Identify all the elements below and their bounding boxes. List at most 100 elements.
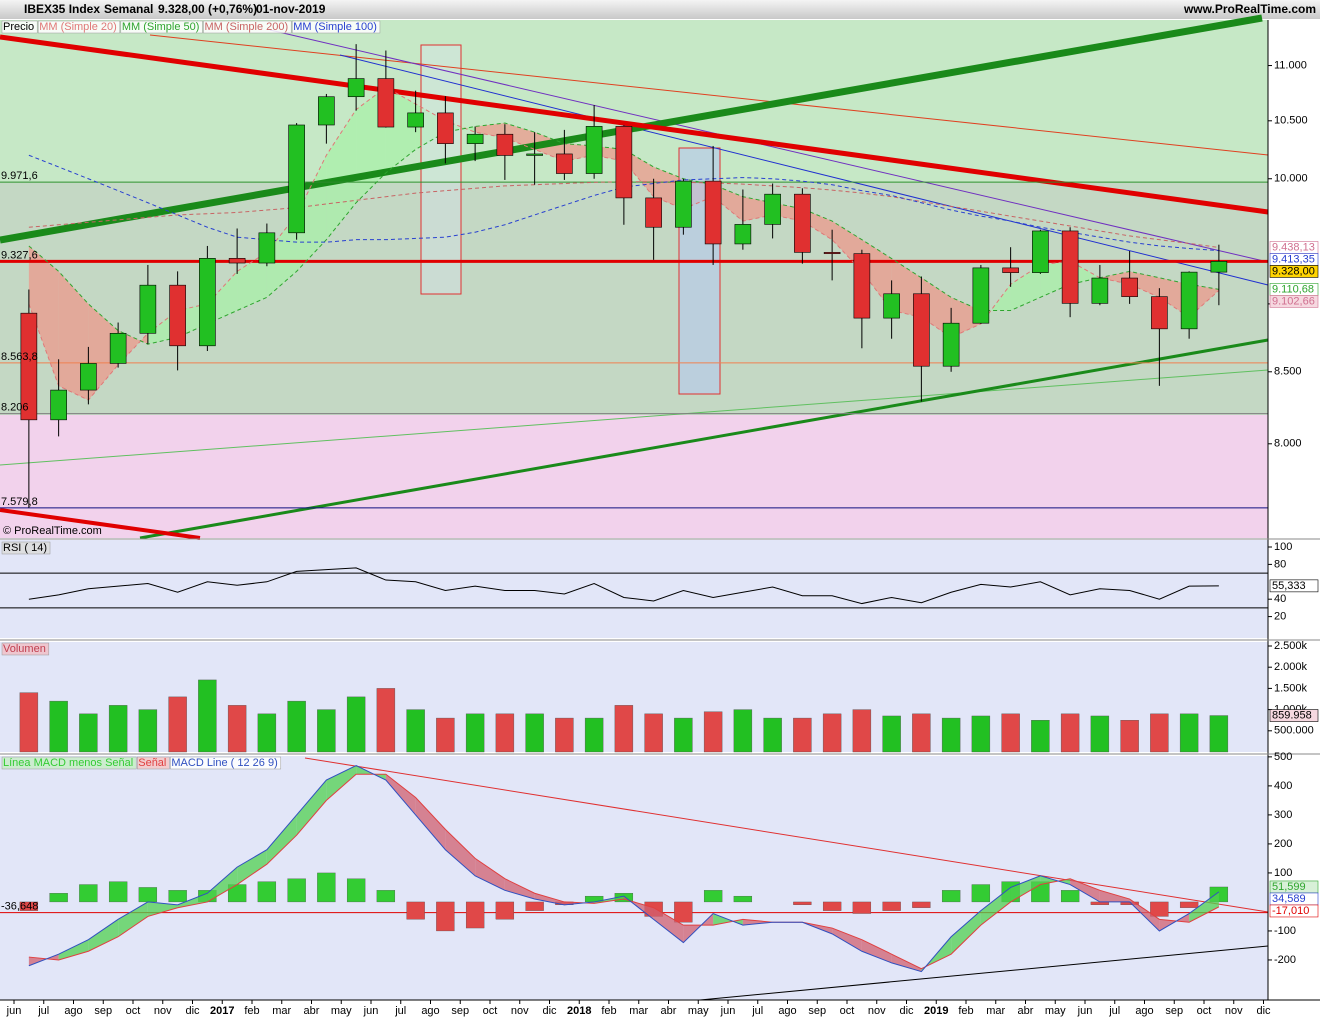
candle-body <box>1002 267 1019 273</box>
value-tag-label: 9.438,13 <box>1272 241 1315 253</box>
volume-bar <box>406 709 425 753</box>
x-tick-label: ago <box>64 1005 82 1017</box>
x-tick-label: dic <box>542 1005 557 1017</box>
x-tick-label: sep <box>451 1005 469 1017</box>
volume-bar <box>436 717 455 753</box>
volume-bar <box>138 709 158 753</box>
x-tick-label: 2017 <box>210 1005 234 1017</box>
volume-bar <box>257 713 277 753</box>
macd-fill <box>534 893 565 905</box>
volume-bar <box>227 705 247 753</box>
x-tick-label: sep <box>94 1005 112 1017</box>
macd-fill <box>326 765 357 801</box>
macd-histogram <box>257 881 277 903</box>
value-tag-label: 55,333 <box>1272 580 1306 592</box>
macd-fill <box>296 780 327 836</box>
level-label: 9.327,6 <box>1 249 38 261</box>
volume-bar <box>1001 713 1020 753</box>
volume-bar <box>108 705 128 753</box>
x-tick-label: may <box>331 1005 352 1017</box>
y-tick-label: 2.500k <box>1274 640 1308 652</box>
ma-fill <box>266 214 297 298</box>
value-tag <box>1269 295 1319 308</box>
legend-entry: MM (Simple 50) <box>122 21 200 33</box>
legend-entry: Volumen <box>3 643 46 655</box>
x-tick-label: feb <box>244 1005 259 1017</box>
candle-body <box>496 133 514 156</box>
macd-histogram <box>436 901 455 932</box>
macd-histogram <box>733 895 753 903</box>
candle-body <box>942 322 960 367</box>
x-tick-label: jul <box>751 1005 763 1017</box>
level-label: -36,648 <box>1 900 38 912</box>
x-tick-label: nov <box>511 1005 529 1017</box>
ma-fill <box>28 245 59 386</box>
macd-histogram <box>495 901 515 920</box>
macd-histogram <box>852 901 872 914</box>
zone-box <box>420 44 462 295</box>
y-tick-label: 10.500 <box>1274 115 1308 127</box>
candle-body <box>913 293 930 367</box>
candle-body <box>1151 296 1168 330</box>
volume-bar <box>1120 720 1139 753</box>
legend-entry: MM (Simple 20) <box>39 21 117 33</box>
macd-fill <box>266 814 297 865</box>
y-tick-label: 500.000 <box>1274 725 1314 737</box>
value-tag <box>1269 904 1319 918</box>
candle-body <box>972 267 990 324</box>
candle-body <box>228 258 246 264</box>
y-tick-label: 11.000 <box>1274 59 1307 71</box>
legend-entry: RSI ( 14) <box>3 542 47 554</box>
x-tick-label: jun <box>6 1005 22 1017</box>
x-tick-label: feb <box>958 1005 973 1017</box>
macd-histogram <box>79 884 98 903</box>
macd-histogram <box>674 901 693 923</box>
candle-body <box>823 252 841 254</box>
y-tick-label: 8.500 <box>1274 366 1302 378</box>
volume-bar <box>852 709 872 753</box>
legend-box <box>203 20 292 34</box>
x-tick-label: jun <box>720 1005 736 1017</box>
y-tick-label: 40 <box>1274 593 1286 605</box>
moving-average <box>28 122 1219 345</box>
macd-fill <box>980 887 1011 926</box>
legend-box <box>1 541 51 555</box>
trendline <box>0 508 201 540</box>
macd-fill <box>504 878 535 900</box>
volume-bar <box>793 717 812 753</box>
x-tick-label: jul <box>394 1005 406 1017</box>
volume-bar <box>971 715 991 753</box>
trendline <box>269 29 1269 263</box>
trendline <box>339 54 1269 286</box>
macd-histogram <box>465 901 485 929</box>
macd-fill <box>832 928 862 952</box>
legend-box <box>1 756 137 770</box>
y-tick-label: 100 <box>1274 541 1292 553</box>
header-date: 01-nov-2019 <box>256 2 326 16</box>
x-tick-label: mar <box>986 1005 1005 1017</box>
x-tick-label: nov <box>868 1005 886 1017</box>
x-tick-label: may <box>688 1005 709 1017</box>
volume-bar <box>1179 713 1199 753</box>
ma-fill <box>1010 264 1041 311</box>
legend-entry: MM (Simple 200) <box>204 21 288 33</box>
volume-bar <box>614 705 634 753</box>
volume-bar <box>1031 720 1050 753</box>
x-tick-label: abr <box>661 1005 677 1017</box>
x-tick-label: oct <box>483 1005 498 1017</box>
candle-body <box>1121 277 1138 297</box>
volume-bar <box>941 717 961 753</box>
volume-bar <box>346 696 366 753</box>
macd-fill <box>445 829 476 876</box>
y-tick-label: 20 <box>1274 611 1286 623</box>
macd-fill <box>1010 875 1041 902</box>
x-tick-label: jul <box>1108 1005 1120 1017</box>
trendline <box>0 34 1269 215</box>
x-tick-label: dic <box>185 1005 200 1017</box>
macd-fill <box>118 901 148 937</box>
volume-bar <box>674 717 693 753</box>
candle-body <box>853 253 871 319</box>
legend-box <box>136 756 170 770</box>
macd-histogram <box>1179 901 1199 908</box>
candle-body <box>437 112 454 144</box>
